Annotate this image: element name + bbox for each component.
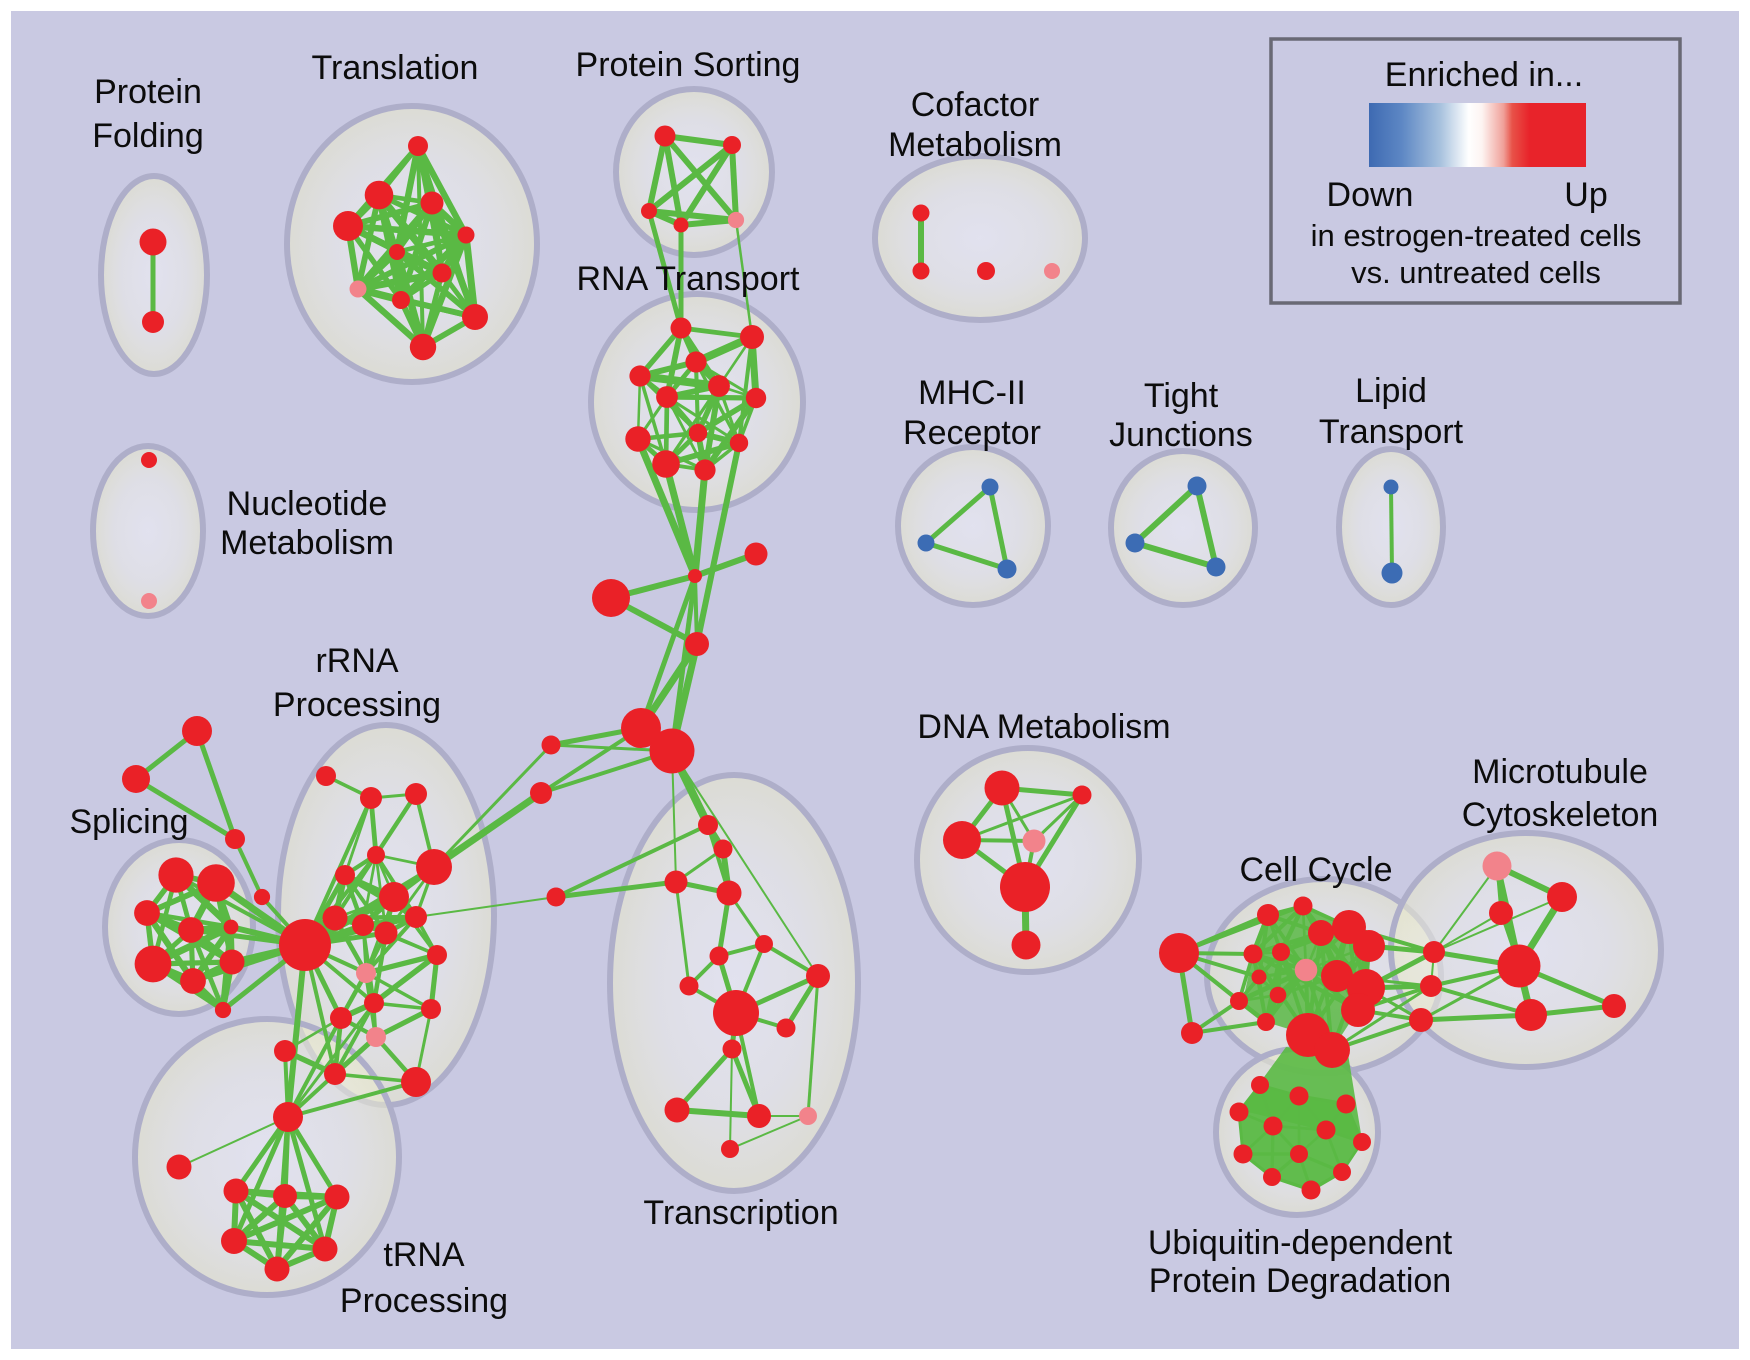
svg-text:Cofactor: Cofactor bbox=[911, 86, 1040, 124]
svg-text:Receptor: Receptor bbox=[903, 414, 1041, 452]
svg-text:Processing: Processing bbox=[340, 1282, 508, 1320]
svg-text:in estrogen-treated cells: in estrogen-treated cells bbox=[1311, 218, 1642, 253]
svg-text:vs. untreated cells: vs. untreated cells bbox=[1351, 255, 1601, 290]
svg-text:Metabolism: Metabolism bbox=[888, 126, 1062, 164]
svg-text:Translation: Translation bbox=[312, 49, 479, 87]
svg-text:Cytoskeleton: Cytoskeleton bbox=[1462, 796, 1659, 834]
svg-text:Up: Up bbox=[1564, 176, 1607, 214]
svg-text:Down: Down bbox=[1327, 176, 1414, 214]
svg-text:Microtubule: Microtubule bbox=[1472, 753, 1648, 791]
svg-text:rRNA: rRNA bbox=[315, 642, 398, 680]
svg-text:Ubiquitin-dependent: Ubiquitin-dependent bbox=[1148, 1224, 1453, 1262]
svg-text:Protein Sorting: Protein Sorting bbox=[576, 46, 801, 84]
svg-text:Metabolism: Metabolism bbox=[220, 524, 394, 562]
svg-text:Processing: Processing bbox=[273, 686, 441, 724]
svg-text:Enriched in...: Enriched in... bbox=[1385, 56, 1583, 94]
svg-text:Nucleotide: Nucleotide bbox=[227, 485, 388, 523]
svg-text:Junctions: Junctions bbox=[1109, 416, 1253, 454]
svg-text:Splicing: Splicing bbox=[69, 803, 188, 841]
svg-text:Transport: Transport bbox=[1319, 413, 1464, 451]
svg-text:Tight: Tight bbox=[1144, 377, 1219, 415]
svg-text:MHC-II: MHC-II bbox=[918, 374, 1026, 412]
svg-text:RNA Transport: RNA Transport bbox=[577, 260, 801, 298]
svg-text:Protein Degradation: Protein Degradation bbox=[1149, 1262, 1451, 1300]
svg-text:Protein: Protein bbox=[94, 73, 202, 111]
svg-text:DNA Metabolism: DNA Metabolism bbox=[917, 708, 1170, 746]
svg-text:tRNA: tRNA bbox=[383, 1236, 465, 1274]
svg-text:Folding: Folding bbox=[92, 117, 204, 155]
svg-text:Transcription: Transcription bbox=[643, 1194, 838, 1232]
svg-text:Cell Cycle: Cell Cycle bbox=[1239, 851, 1392, 889]
svg-text:Lipid: Lipid bbox=[1355, 372, 1427, 410]
